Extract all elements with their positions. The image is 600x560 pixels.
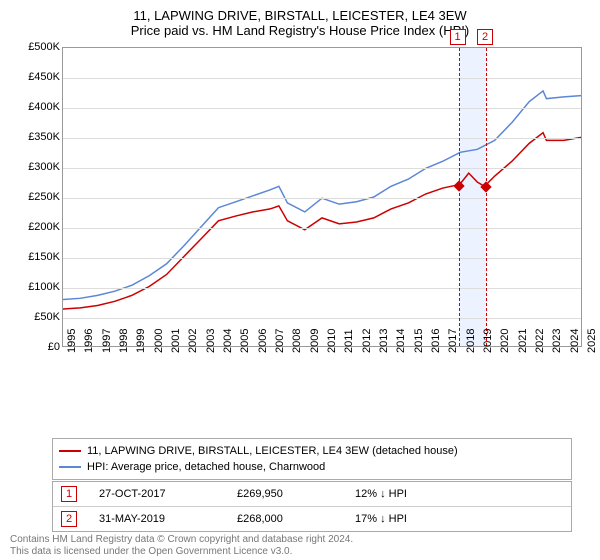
legend-item-property: 11, LAPWING DRIVE, BIRSTALL, LEICESTER, … [59,443,565,459]
x-axis-label: 2002 [187,329,199,353]
y-axis-label: £350K [20,131,60,143]
transaction-table: 1 27-OCT-2017 £269,950 12% ↓ HPI 2 31-MAY-201… [52,481,572,532]
property-line [63,133,581,309]
x-axis-label: 2022 [534,329,546,353]
x-axis-label: 2003 [205,329,217,353]
y-axis-label: £0 [20,341,60,353]
transaction-row: 1 27-OCT-2017 £269,950 12% ↓ HPI [53,482,571,506]
legend-label-property: 11, LAPWING DRIVE, BIRSTALL, LEICESTER, … [87,445,458,457]
gridline-h [63,108,581,109]
transaction-badge: 1 [61,486,77,502]
marker-vline [459,48,460,346]
x-axis-label: 2019 [482,329,494,353]
x-axis-label: 1995 [66,329,78,353]
transaction-badge: 2 [61,511,77,527]
x-axis-label: 2011 [343,329,355,353]
transaction-diff: 12% ↓ HPI [355,488,475,500]
transaction-date: 27-OCT-2017 [99,488,219,500]
attribution: Contains HM Land Registry data © Crown c… [10,534,580,558]
y-axis-label: £450K [20,71,60,83]
gridline-h [63,318,581,319]
plot-area [62,47,582,347]
line-layer [63,48,581,346]
chart-title: 11, LAPWING DRIVE, BIRSTALL, LEICESTER, … [10,8,590,23]
y-axis-label: £400K [20,101,60,113]
gridline-h [63,288,581,289]
x-axis-label: 1996 [83,329,95,353]
x-axis-label: 2017 [447,329,459,353]
transaction-row: 2 31-MAY-2019 £268,000 17% ↓ HPI [53,506,571,531]
legend-item-hpi: HPI: Average price, detached house, Char… [59,459,565,475]
chart-area: £0 £50K £100K £150K £200K £250K £300K £350K £400… [20,42,590,402]
legend-swatch-hpi [59,466,81,468]
gridline-h [63,198,581,199]
marker-vline [486,48,487,346]
attribution-line1: Contains HM Land Registry data © Crown c… [10,534,580,546]
x-axis-label: 2025 [586,329,598,353]
x-axis-label: 2021 [517,329,529,353]
legend: 11, LAPWING DRIVE, BIRSTALL, LEICESTER, … [52,438,572,480]
gridline-h [63,138,581,139]
x-axis-label: 2000 [153,329,165,353]
x-axis-label: 2008 [291,329,303,353]
y-axis-label: £50K [20,311,60,323]
legend-label-hpi: HPI: Average price, detached house, Char… [87,461,325,473]
x-axis-label: 1998 [118,329,130,353]
x-axis-label: 2014 [395,329,407,353]
x-axis-label: 1999 [135,329,147,353]
x-axis-label: 2005 [239,329,251,353]
x-axis-label: 2007 [274,329,286,353]
y-axis-label: £100K [20,281,60,293]
x-axis-label: 2012 [361,329,373,353]
x-axis-label: 2023 [551,329,563,353]
gridline-h [63,168,581,169]
x-axis-label: 1997 [101,329,113,353]
transaction-price: £269,950 [237,488,337,500]
transaction-date: 31-MAY-2019 [99,513,219,525]
gridline-h [63,228,581,229]
y-axis-label: £200K [20,221,60,233]
y-axis-label: £300K [20,161,60,173]
gridline-h [63,258,581,259]
x-axis-label: 2018 [465,329,477,353]
y-axis-label: £250K [20,191,60,203]
marker-badge: 2 [477,29,493,45]
transaction-diff: 17% ↓ HPI [355,513,475,525]
transaction-price: £268,000 [237,513,337,525]
x-axis-label: 2004 [222,329,234,353]
chart-subtitle: Price paid vs. HM Land Registry's House … [10,23,590,38]
gridline-h [63,78,581,79]
x-axis-label: 2001 [170,329,182,353]
x-axis-label: 2010 [326,329,338,353]
attribution-line2: This data is licensed under the Open Gov… [10,546,580,558]
x-axis-label: 2009 [309,329,321,353]
x-axis-label: 2016 [430,329,442,353]
x-axis-label: 2020 [499,329,511,353]
marker-badge: 1 [450,29,466,45]
hpi-line [63,91,581,300]
x-axis-label: 2015 [413,329,425,353]
y-axis-label: £500K [20,41,60,53]
x-axis-label: 2013 [378,329,390,353]
legend-swatch-property [59,450,81,452]
x-axis-label: 2006 [257,329,269,353]
x-axis-label: 2024 [569,329,581,353]
y-axis-label: £150K [20,251,60,263]
